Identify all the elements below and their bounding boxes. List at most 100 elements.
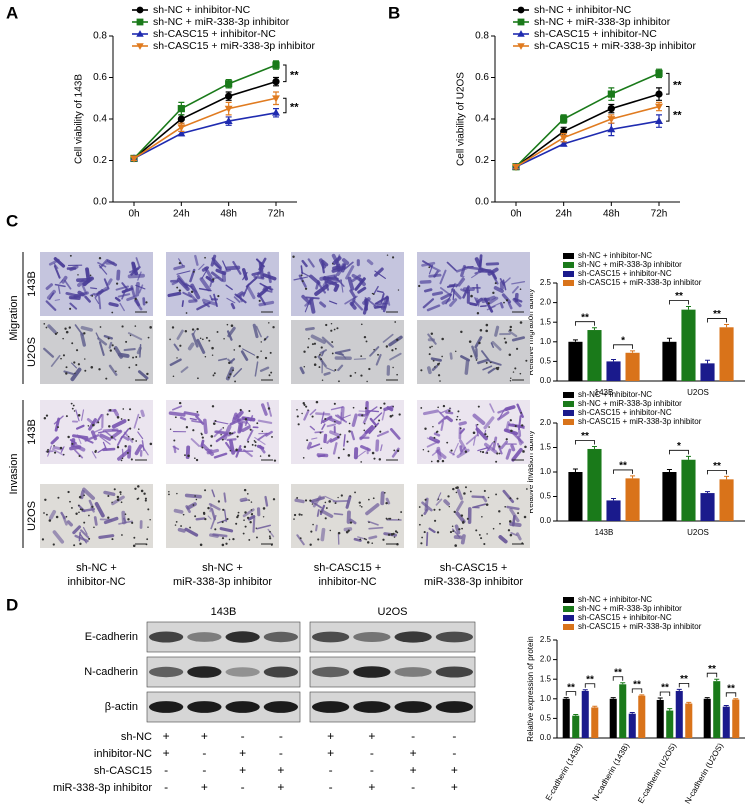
pore — [229, 449, 232, 452]
cell — [343, 434, 346, 447]
pore — [389, 415, 393, 418]
cell — [316, 453, 329, 458]
cell — [122, 435, 130, 441]
cell — [223, 492, 227, 503]
cell — [110, 429, 123, 440]
marker — [130, 155, 138, 163]
cell — [172, 445, 180, 451]
cell — [362, 301, 369, 315]
pore — [97, 421, 100, 424]
pore — [296, 496, 299, 499]
legend-swatch — [563, 624, 574, 630]
cell — [484, 442, 498, 454]
significance: ** — [675, 291, 683, 302]
pore — [309, 543, 312, 546]
pore — [424, 427, 427, 430]
pore — [363, 335, 367, 339]
cell — [477, 358, 489, 365]
cell — [435, 449, 447, 460]
cell — [319, 504, 326, 516]
cell — [351, 413, 358, 427]
pore — [328, 500, 331, 503]
cell — [375, 353, 382, 366]
bar — [666, 710, 674, 738]
pore — [366, 541, 370, 544]
bracket — [707, 318, 727, 323]
pore — [470, 294, 473, 298]
pore — [201, 446, 204, 449]
cell — [307, 258, 315, 268]
cell — [201, 266, 210, 280]
pore — [320, 511, 322, 513]
cell — [490, 302, 501, 308]
cell — [195, 517, 206, 521]
bar — [681, 309, 696, 381]
pore — [244, 418, 248, 421]
pore — [432, 359, 435, 362]
pore — [448, 409, 451, 413]
pore — [43, 322, 46, 325]
pore — [499, 522, 501, 525]
cell — [89, 292, 95, 297]
error-bar — [582, 689, 588, 691]
cell — [255, 325, 262, 338]
pore — [396, 531, 399, 534]
row-label: Migration — [8, 295, 20, 340]
blot-band — [353, 701, 391, 713]
pore — [273, 459, 277, 462]
blot-band — [225, 631, 260, 643]
cell — [516, 403, 524, 418]
pore — [48, 519, 52, 522]
pore — [337, 531, 341, 535]
cell — [181, 300, 184, 308]
cell — [106, 259, 118, 267]
panel-label: A — [6, 3, 18, 22]
bar — [700, 363, 715, 381]
pore — [221, 438, 224, 441]
pore — [360, 506, 363, 508]
pore — [178, 401, 182, 405]
cell — [301, 294, 312, 305]
error-bar — [666, 337, 672, 342]
error-bar — [733, 698, 739, 700]
pore — [212, 422, 216, 425]
error-bar — [667, 708, 673, 711]
cell — [200, 439, 205, 448]
pore — [306, 439, 309, 442]
pore — [388, 517, 391, 520]
cell — [74, 449, 84, 459]
pore — [325, 323, 328, 327]
cell — [211, 257, 222, 269]
pore — [475, 529, 478, 532]
pore — [45, 513, 48, 516]
cell — [241, 499, 250, 502]
y-tick-label: 0.5 — [540, 357, 552, 366]
cell — [62, 516, 68, 526]
bracket — [584, 683, 596, 688]
x-tick-label: 72h — [268, 209, 285, 220]
cell — [358, 277, 366, 287]
marker — [136, 18, 144, 26]
pore — [329, 529, 332, 532]
pore — [79, 508, 82, 511]
cell — [315, 524, 318, 532]
cell — [119, 302, 125, 312]
pore — [232, 369, 234, 372]
condition-sign: - — [279, 746, 283, 760]
cell — [241, 425, 251, 433]
cell — [464, 359, 470, 375]
pore — [525, 359, 528, 362]
cell — [489, 403, 495, 413]
pore — [363, 429, 366, 432]
pore — [509, 325, 513, 329]
pore — [383, 402, 386, 405]
cell — [309, 443, 321, 449]
legend-label: sh-CASC15 + miR-338-3p inhibitor — [578, 417, 702, 426]
pore — [75, 512, 78, 515]
pore — [392, 532, 395, 536]
pore — [228, 361, 231, 365]
pore — [525, 488, 528, 490]
y-tick-label: 1.0 — [540, 467, 552, 476]
y-tick-label: 0.5 — [540, 714, 552, 723]
pore — [476, 423, 479, 426]
